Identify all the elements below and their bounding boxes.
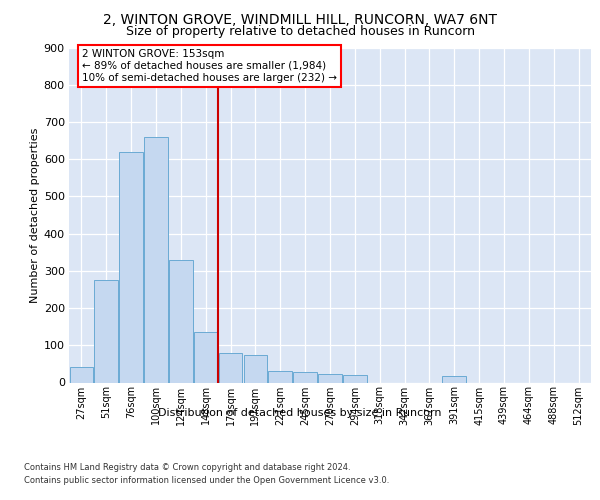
Bar (318, 374, 342, 382)
Bar (219, 352, 242, 382)
Bar (119, 152, 143, 382)
Text: Contains public sector information licensed under the Open Government Licence v3: Contains public sector information licen… (24, 476, 389, 485)
Bar (293, 372, 317, 382)
Bar (244, 354, 267, 382)
Bar (144, 137, 168, 382)
Bar (70, 367, 93, 382)
Text: Size of property relative to detached houses in Runcorn: Size of property relative to detached ho… (125, 25, 475, 38)
Bar (268, 372, 292, 382)
Bar (169, 260, 193, 382)
Bar (442, 376, 466, 382)
Bar (194, 332, 218, 382)
Text: 2, WINTON GROVE, WINDMILL HILL, RUNCORN, WA7 6NT: 2, WINTON GROVE, WINDMILL HILL, RUNCORN,… (103, 12, 497, 26)
Bar (343, 375, 367, 382)
Text: Contains HM Land Registry data © Crown copyright and database right 2024.: Contains HM Land Registry data © Crown c… (24, 462, 350, 471)
Bar (94, 280, 118, 382)
Y-axis label: Number of detached properties: Number of detached properties (29, 128, 40, 302)
Text: Distribution of detached houses by size in Runcorn: Distribution of detached houses by size … (158, 408, 442, 418)
Text: 2 WINTON GROVE: 153sqm
← 89% of detached houses are smaller (1,984)
10% of semi-: 2 WINTON GROVE: 153sqm ← 89% of detached… (82, 50, 337, 82)
